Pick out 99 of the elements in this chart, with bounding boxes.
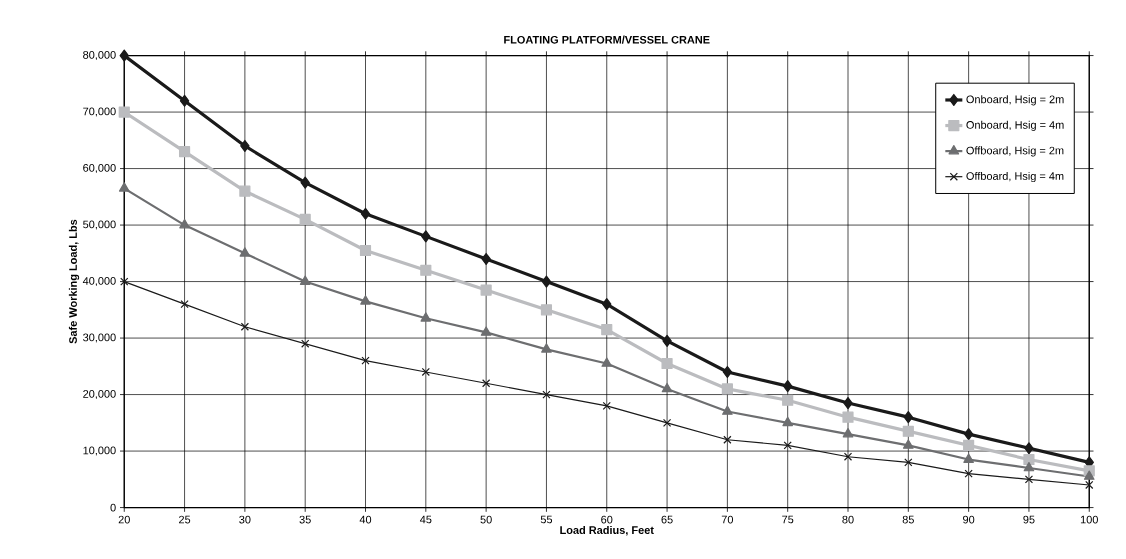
point	[602, 298, 612, 311]
point	[542, 390, 551, 399]
x-tick-label: 35	[299, 515, 311, 524]
x-tick-label: 95	[1023, 515, 1035, 524]
point	[722, 365, 733, 379]
point	[420, 312, 432, 322]
point	[601, 357, 613, 367]
point	[1024, 442, 1034, 455]
point	[120, 277, 129, 286]
point	[180, 300, 189, 309]
point	[359, 244, 372, 257]
point	[421, 367, 430, 377]
x-tick-label: 60	[601, 515, 613, 524]
x-tick-label: 20	[118, 515, 130, 524]
point	[1083, 470, 1095, 480]
legend-label: Offboard, Hsig = 4m	[966, 171, 1064, 183]
y-tick-label: 70,000	[83, 107, 116, 117]
y-tick-label: 20,000	[83, 390, 116, 400]
point	[782, 394, 794, 406]
point	[902, 425, 914, 437]
point	[480, 326, 492, 336]
point	[721, 383, 733, 395]
point	[1023, 453, 1035, 466]
point	[421, 230, 431, 243]
point	[842, 411, 854, 423]
x-tick-label: 50	[480, 515, 492, 524]
legend-label: Onboard, Hsig = 4m	[966, 120, 1064, 131]
point	[482, 379, 491, 388]
point	[661, 357, 673, 370]
point	[239, 185, 251, 197]
y-tick-label: 80,000	[83, 51, 116, 61]
point	[602, 401, 611, 410]
point	[842, 428, 854, 438]
point	[361, 356, 370, 365]
legend-label: Onboard, Hsig = 2m	[966, 95, 1064, 106]
point	[240, 322, 249, 331]
x-tick-label: 65	[661, 515, 673, 524]
point	[1023, 461, 1035, 472]
point	[481, 252, 491, 266]
point	[360, 207, 371, 220]
point	[662, 418, 672, 427]
y-tick-label: 60,000	[83, 164, 116, 174]
point	[722, 405, 733, 415]
x-tick-label: 85	[902, 515, 914, 524]
point	[300, 176, 310, 189]
y-tick-label: 10,000	[83, 446, 116, 456]
legend-label: Offboard, Hsig = 2m	[966, 146, 1064, 157]
x-axis-title: Load Radius, Feet	[560, 525, 654, 536]
point	[179, 94, 190, 107]
point	[723, 435, 732, 444]
point	[782, 380, 793, 393]
point	[299, 275, 311, 285]
x-tick-label: 40	[359, 515, 372, 524]
point	[299, 213, 311, 225]
y-tick-label: 0	[110, 503, 116, 512]
point	[540, 304, 553, 316]
point	[541, 343, 552, 353]
point	[1024, 475, 1034, 484]
point	[360, 295, 371, 305]
point	[178, 146, 191, 158]
x-tick-label: 90	[963, 515, 975, 524]
point	[119, 49, 129, 62]
point	[661, 382, 673, 393]
x-tick-label: 30	[239, 515, 251, 524]
x-tick-label: 100	[1080, 515, 1098, 524]
point	[904, 458, 913, 467]
point	[541, 275, 552, 288]
y-tick-label: 30,000	[83, 333, 116, 343]
x-tick-label: 70	[721, 515, 734, 524]
point	[1085, 480, 1094, 490]
point	[843, 452, 853, 461]
x-tick-label: 80	[842, 515, 854, 524]
point	[118, 106, 130, 118]
chart-title: FLOATING PLATFORM/VESSEL CRANE	[504, 35, 710, 44]
point	[903, 411, 914, 424]
point	[118, 182, 130, 192]
point	[843, 396, 853, 410]
point	[963, 453, 974, 463]
point	[480, 284, 492, 296]
x-tick-label: 75	[782, 515, 794, 524]
point	[963, 428, 974, 441]
x-tick-label: 55	[540, 515, 553, 524]
point	[783, 441, 792, 450]
point	[662, 334, 672, 347]
point	[782, 416, 794, 427]
x-tick-label: 45	[419, 515, 432, 524]
point	[301, 339, 310, 348]
point	[240, 139, 250, 153]
point	[420, 264, 432, 276]
point	[239, 247, 251, 257]
point	[902, 439, 914, 449]
point	[964, 469, 973, 478]
point	[179, 219, 190, 229]
y-tick-label: 40,000	[82, 277, 116, 287]
x-tick-label: 25	[179, 515, 191, 524]
y-axis-title: Safe Working Load, Lbs	[68, 219, 80, 344]
point	[963, 439, 975, 451]
point	[601, 324, 613, 336]
y-tick-label: 50,000	[83, 220, 116, 230]
